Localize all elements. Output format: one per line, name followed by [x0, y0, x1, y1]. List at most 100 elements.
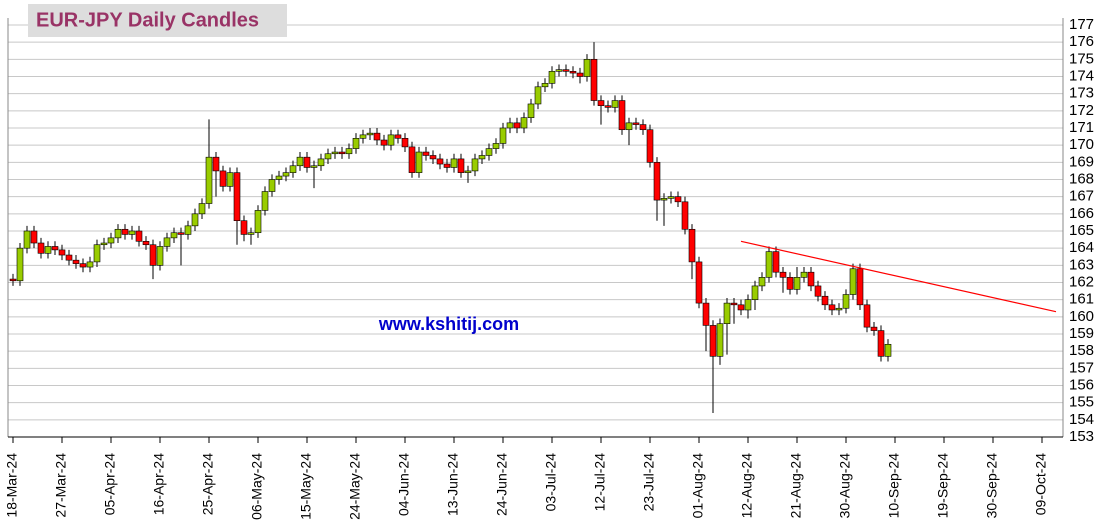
candle-body [443, 163, 451, 168]
candle-body [163, 237, 171, 247]
candle [275, 170, 283, 185]
y-tick-label: 173 [1069, 85, 1094, 102]
candle-body [723, 302, 731, 325]
candle-body [317, 158, 325, 167]
candle [457, 153, 465, 178]
y-tick-label: 170 [1069, 136, 1094, 153]
candle [604, 100, 612, 113]
candle-body [100, 242, 108, 246]
candle [653, 157, 661, 221]
candle-body [597, 100, 605, 106]
candle [849, 263, 857, 300]
candle [443, 158, 451, 173]
candle-body [289, 165, 297, 173]
candle-body [247, 232, 255, 235]
candle [205, 119, 213, 209]
y-tick-label: 164 [1069, 239, 1094, 256]
candle [877, 325, 885, 362]
candle-body [51, 246, 59, 251]
candle-body [107, 237, 115, 244]
x-tick-label: 13-Jun-24 [445, 453, 461, 516]
candle-body [821, 295, 829, 306]
candle [758, 272, 766, 292]
candle-body [646, 129, 654, 163]
candle [744, 294, 752, 319]
candle [709, 320, 717, 413]
candle-body [345, 148, 353, 155]
x-tick-label: 30-Aug-24 [837, 453, 853, 519]
candle-body [135, 230, 143, 242]
candle [86, 256, 94, 273]
x-tick-label: 15-May-24 [298, 453, 314, 520]
candle [317, 153, 325, 171]
x-tick-label: 06-May-24 [249, 453, 265, 520]
candle-body [534, 86, 542, 105]
y-tick-label: 176 [1069, 33, 1094, 50]
y-tick-label: 172 [1069, 102, 1094, 119]
candle [93, 239, 101, 268]
candle-body [660, 198, 668, 201]
candle [618, 95, 626, 135]
watermark: www.kshitij.com [378, 314, 519, 334]
candle-body [310, 165, 318, 168]
candle-body [807, 271, 815, 287]
candle-body [520, 117, 528, 129]
candle [716, 318, 724, 365]
candle-body [870, 326, 878, 331]
candle [380, 134, 388, 151]
candle-body [576, 72, 584, 77]
candle [674, 191, 682, 207]
candle-body [37, 242, 45, 254]
candle [408, 141, 416, 178]
candle-body [352, 138, 360, 149]
candle-body [16, 247, 24, 282]
candle-body [429, 155, 437, 160]
candle [576, 67, 584, 84]
candle [30, 225, 38, 249]
candle [765, 246, 773, 283]
x-tick-label: 23-Jul-24 [641, 453, 657, 512]
candle [177, 227, 185, 266]
candle-body [604, 105, 612, 108]
candle [800, 267, 808, 283]
candle [639, 119, 647, 135]
candle [233, 167, 241, 245]
candle [247, 227, 255, 245]
candle-body [548, 71, 556, 84]
candle-body [436, 158, 444, 165]
candle [485, 143, 493, 161]
candle [667, 191, 675, 204]
candle [387, 129, 395, 151]
candle [359, 129, 367, 144]
y-tick-label: 169 [1069, 153, 1094, 170]
candle [492, 138, 500, 154]
candle-body [268, 179, 276, 192]
y-tick-label: 177 [1069, 16, 1094, 33]
candle [828, 299, 836, 316]
candle [170, 227, 178, 244]
candle [422, 146, 430, 161]
y-tick-label: 157 [1069, 359, 1094, 376]
candle [499, 122, 507, 149]
candle [44, 241, 52, 259]
candle-body [219, 170, 227, 187]
candle [471, 153, 479, 177]
candle [156, 241, 164, 271]
candle-body [366, 132, 374, 136]
candle [268, 174, 276, 197]
candle-body [324, 153, 332, 160]
candle-body [590, 59, 598, 101]
candle-body [506, 122, 514, 129]
candle [324, 148, 332, 165]
candle-body [702, 302, 710, 326]
candle [394, 129, 402, 144]
candle [681, 196, 689, 235]
candle-body [688, 228, 696, 263]
candle-body [359, 134, 367, 139]
chart-title: EUR-JPY Daily Candles [36, 9, 259, 31]
candle [254, 205, 262, 238]
candle [107, 232, 115, 249]
candle [534, 81, 542, 110]
candle [821, 291, 829, 310]
candle [226, 167, 234, 192]
